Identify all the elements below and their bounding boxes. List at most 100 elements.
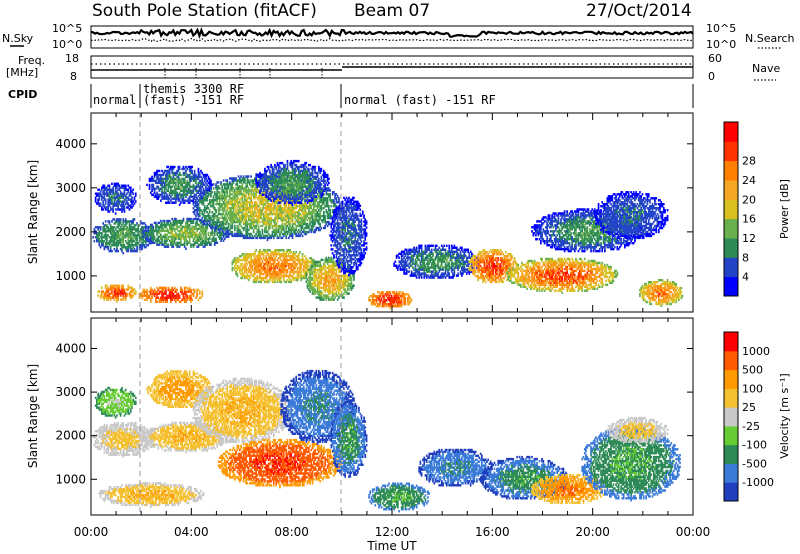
data-cell bbox=[257, 224, 260, 228]
data-cell bbox=[250, 175, 252, 178]
data-cell bbox=[185, 235, 187, 238]
data-cell bbox=[97, 226, 99, 229]
data-cell bbox=[177, 294, 180, 297]
data-cell bbox=[220, 233, 222, 236]
data-cell bbox=[153, 292, 156, 295]
data-cell bbox=[161, 221, 163, 225]
data-cell bbox=[139, 247, 142, 251]
data-cell bbox=[170, 292, 172, 295]
data-cell bbox=[166, 245, 168, 248]
data-cell bbox=[171, 245, 173, 248]
data-cell bbox=[129, 226, 132, 229]
data-cell bbox=[165, 229, 167, 233]
data-cell bbox=[170, 296, 172, 299]
data-cell bbox=[156, 175, 158, 179]
data-cell bbox=[131, 222, 133, 225]
data-cell bbox=[117, 242, 119, 245]
data-cell bbox=[124, 294, 127, 297]
data-cell bbox=[176, 235, 178, 238]
data-cell bbox=[118, 292, 121, 295]
data-cell bbox=[107, 247, 109, 251]
data-cell bbox=[128, 286, 131, 289]
data-cell bbox=[210, 243, 212, 246]
data-cell bbox=[330, 205, 333, 208]
data-cell bbox=[113, 244, 116, 247]
data-cell bbox=[109, 226, 112, 229]
data-cell bbox=[117, 222, 119, 225]
data-cell bbox=[148, 242, 151, 245]
data-cell bbox=[126, 220, 128, 223]
data-cell bbox=[116, 200, 118, 203]
data-cell bbox=[103, 240, 106, 243]
data-cell bbox=[175, 294, 177, 297]
data-cell bbox=[180, 241, 182, 244]
data-cell bbox=[329, 189, 331, 192]
noise-left-tick-top: 10^5 bbox=[52, 22, 82, 35]
data-cell bbox=[196, 292, 198, 295]
data-cell bbox=[131, 290, 133, 293]
data-cell bbox=[129, 188, 132, 191]
data-cell bbox=[143, 240, 146, 243]
data-cell bbox=[177, 237, 180, 240]
noise-panel-frame bbox=[90, 25, 694, 49]
data-cell bbox=[129, 286, 132, 289]
data-cell bbox=[185, 221, 187, 225]
data-cell bbox=[206, 237, 209, 240]
data-cell bbox=[129, 236, 132, 239]
data-cell bbox=[148, 238, 151, 241]
data-cell bbox=[173, 233, 176, 236]
data-cell bbox=[96, 234, 98, 237]
data-cell bbox=[109, 242, 112, 245]
data-cell bbox=[117, 184, 119, 187]
data-cell bbox=[181, 288, 183, 292]
data-cell bbox=[182, 235, 185, 238]
data-cell bbox=[155, 181, 157, 185]
data-cell bbox=[172, 223, 175, 227]
data-cell bbox=[188, 290, 191, 293]
data-cell bbox=[158, 286, 161, 290]
data-cell bbox=[129, 224, 132, 227]
data-cell bbox=[148, 229, 151, 233]
data-cell bbox=[127, 204, 130, 207]
data-cell bbox=[106, 226, 108, 229]
data-cell bbox=[93, 230, 96, 233]
data-cell bbox=[134, 242, 137, 245]
data-cell bbox=[261, 228, 264, 232]
data-cell bbox=[160, 225, 162, 229]
data-cell bbox=[171, 294, 173, 297]
data-cell bbox=[183, 231, 186, 235]
data-cell bbox=[119, 226, 122, 229]
data-cell bbox=[93, 240, 96, 243]
data-cell bbox=[166, 243, 168, 246]
data-cell bbox=[136, 228, 138, 231]
data-cell bbox=[111, 234, 113, 237]
data-cell bbox=[187, 235, 190, 238]
data-cell bbox=[146, 229, 148, 233]
data-cell bbox=[187, 290, 190, 293]
data-cell bbox=[152, 187, 155, 190]
data-cell bbox=[113, 182, 116, 185]
data-cell bbox=[112, 296, 114, 299]
data-cell bbox=[96, 202, 98, 205]
data-cell bbox=[108, 288, 111, 291]
data-cell bbox=[114, 222, 117, 225]
data-cell bbox=[190, 229, 192, 233]
data-cell bbox=[104, 220, 107, 223]
data-cell bbox=[123, 200, 126, 203]
data-cell bbox=[111, 200, 113, 203]
data-cell bbox=[129, 194, 132, 197]
data-cell bbox=[153, 191, 156, 194]
noise-right-tick-top: 10^5 bbox=[706, 22, 736, 35]
data-cell bbox=[107, 220, 109, 223]
data-cell bbox=[192, 288, 195, 292]
data-cell bbox=[113, 218, 116, 221]
data-cell bbox=[149, 286, 152, 290]
data-cell bbox=[101, 236, 103, 239]
data-cell bbox=[116, 202, 118, 205]
data-cell bbox=[117, 208, 119, 211]
data-cell bbox=[193, 288, 196, 292]
data-cell bbox=[205, 187, 207, 190]
data-cell bbox=[195, 225, 197, 229]
data-cell bbox=[112, 284, 114, 287]
data-cell bbox=[166, 223, 168, 227]
